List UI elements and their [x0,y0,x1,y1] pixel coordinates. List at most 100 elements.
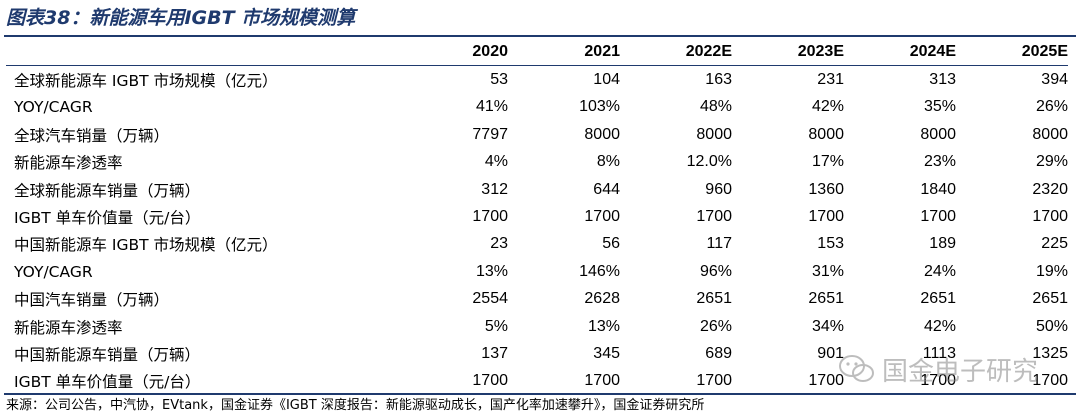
value-cell: 1700 [1032,208,1068,226]
value-cell: 13% [587,317,620,335]
header-label-cell [6,38,396,66]
value-cell: 8000 [808,125,844,143]
wechat-icon [839,355,874,382]
bottom-rule [4,393,1076,395]
watermark: 国金电子研究 [838,352,1039,387]
row-label: YOY/CAGR [14,262,93,281]
value-cell: 153 [817,235,844,253]
value-cell: 1360 [808,180,844,198]
value-cell: 35% [923,98,956,116]
value-cell: 2320 [1032,180,1068,198]
table-row: IGBT 单车价值量（元/台） 1700 1700 1700 1700 1700 1700 [6,203,1068,230]
value-cell: 394 [1041,71,1068,89]
value-cell: 117 [706,235,732,253]
header-year-cell: 2023E [797,42,844,60]
value-cell: 17% [811,153,844,171]
value-cell: 19% [1035,262,1068,280]
value-cell: 42% [923,317,956,335]
value-cell: 163 [705,71,732,89]
row-label: 全球新能源车 IGBT 市场规模（亿元） [14,72,278,91]
value-cell: 189 [929,235,956,253]
header-year-cell: 2020 [472,42,508,60]
header-year-cell: 2025E [1021,42,1068,60]
table-row: 全球新能源车 IGBT 市场规模（亿元） 53 104 163 231 313 394 [6,66,1068,94]
value-cell: 345 [593,344,620,362]
value-cell: 1700 [472,372,508,390]
value-cell: 13% [475,262,508,280]
value-cell: 24% [923,262,956,280]
table-header-row: 2020 2021 2022E 2023E 2024E 2025E [6,38,1068,66]
header-year-cell: 2024E [909,42,956,60]
value-cell: 31% [811,262,844,280]
value-cell: 26% [1035,98,1068,116]
value-cell: 1700 [696,208,732,226]
table-row: YOY/CAGR 13% 146% 96% 31% 24% 19% [6,258,1068,285]
row-label: IGBT 单车价值量（元/台） [14,373,201,392]
value-cell: 8000 [1032,125,1068,143]
value-cell: 53 [490,71,508,89]
value-cell: 146% [579,262,620,280]
value-cell: 8000 [696,125,732,143]
value-cell: 1700 [920,372,956,390]
value-cell: 689 [705,344,732,362]
table-row: 全球新能源车销量（万辆） 312 644 960 1360 1840 2320 [6,176,1068,203]
value-cell: 7797 [472,125,508,143]
table-row: YOY/CAGR 41% 103% 48% 42% 35% 26% [6,94,1068,121]
value-cell: 48% [699,98,732,116]
value-cell: 2651 [696,290,732,308]
value-cell: 29% [1035,153,1068,171]
value-cell: 137 [481,344,508,362]
table-row: 中国新能源车 IGBT 市场规模（亿元） 23 56 117 153 189 225 [6,231,1068,258]
value-cell: 23 [490,235,508,253]
row-label: IGBT 单车价值量（元/台） [14,209,201,228]
value-cell: 1700 [808,372,844,390]
value-cell: 50% [1035,317,1068,335]
value-cell: 4% [484,153,508,171]
row-label: 中国新能源车销量（万辆） [14,345,201,364]
value-cell: 5% [484,317,508,335]
value-cell: 901 [817,344,844,362]
value-cell: 2554 [472,290,508,308]
value-cell: 1113 [922,344,956,362]
value-cell: 313 [929,71,956,89]
value-cell: 231 [817,71,844,89]
row-label: 全球新能源车销量（万辆） [14,181,201,200]
value-cell: 1840 [920,180,956,198]
value-cell: 1700 [808,208,844,226]
value-cell: 8% [596,153,620,171]
row-label: 全球汽车销量（万辆） [14,126,170,145]
value-cell: 225 [1041,235,1068,253]
table-row: 中国汽车销量（万辆） 2554 2628 2651 2651 2651 2651 [6,286,1068,313]
table-row: 新能源车渗透率 4% 8% 12.0% 17% 23% 29% [6,149,1068,176]
header-year-cell: 2021 [584,42,620,60]
value-cell: 1700 [472,208,508,226]
value-cell: 1325 [1032,344,1068,362]
value-cell: 1700 [584,372,620,390]
value-cell: 12.0% [686,153,732,171]
row-label: 中国新能源车 IGBT 市场规模（亿元） [14,236,278,255]
table-row: 全球汽车销量（万辆） 7797 8000 8000 8000 8000 8000 [6,121,1068,148]
header-year-cell: 2022E [685,42,732,60]
value-cell: 2651 [808,290,844,308]
watermark-text: 国金电子研究 [882,356,1039,387]
row-label: YOY/CAGR [14,98,93,117]
value-cell: 2651 [920,290,956,308]
row-label: 新能源车渗透率 [14,318,123,337]
value-cell: 1700 [920,208,956,226]
value-cell: 41% [475,98,508,116]
value-cell: 644 [593,180,620,198]
value-cell: 104 [593,71,620,89]
value-cell: 1700 [1032,372,1068,390]
market-size-table: 2020 2021 2022E 2023E 2024E 2025E 全球新能源车 IGBT… [6,38,1068,395]
value-cell: 26% [699,317,732,335]
source-note: 来源：公司公告，中汽协，EVtank，国金证券《IGBT 深度报告：新能源驱动成… [6,398,705,413]
value-cell: 312 [481,180,508,198]
table-row: 新能源车渗透率 5% 13% 26% 34% 42% 50% [6,313,1068,340]
value-cell: 56 [602,235,620,253]
table-row: 中国新能源车销量（万辆） 137 345 689 901 1113 1325 [6,340,1068,367]
top-rule [4,35,1076,37]
value-cell: 42% [811,98,844,116]
value-cell: 1700 [584,208,620,226]
value-cell: 34% [811,317,844,335]
value-cell: 23% [923,153,956,171]
